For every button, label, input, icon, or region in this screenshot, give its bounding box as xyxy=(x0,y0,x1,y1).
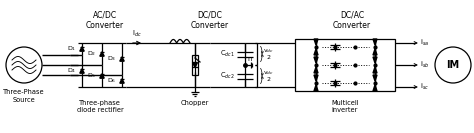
Text: i$_{sa}$: i$_{sa}$ xyxy=(420,38,429,48)
Polygon shape xyxy=(314,85,318,91)
Polygon shape xyxy=(120,79,124,83)
Text: v$_{dc}$
  2: v$_{dc}$ 2 xyxy=(263,70,274,82)
Text: D$_4$: D$_4$ xyxy=(67,66,76,75)
Polygon shape xyxy=(314,57,318,63)
Polygon shape xyxy=(373,39,377,45)
Polygon shape xyxy=(314,67,318,73)
Text: Three-phase
diode rectifier: Three-phase diode rectifier xyxy=(77,100,123,113)
Text: Chopper: Chopper xyxy=(181,100,209,106)
Text: D$_6$: D$_6$ xyxy=(107,77,116,85)
Polygon shape xyxy=(100,74,104,78)
Text: n: n xyxy=(247,56,251,62)
Text: DC/AC
Converter: DC/AC Converter xyxy=(333,11,371,30)
Polygon shape xyxy=(373,75,377,81)
Text: D$_3$: D$_3$ xyxy=(107,55,116,63)
Polygon shape xyxy=(80,69,84,73)
Text: C$_{dc2}$: C$_{dc2}$ xyxy=(220,71,235,81)
Bar xyxy=(295,39,395,91)
Text: C$_{dc1}$: C$_{dc1}$ xyxy=(220,49,235,59)
Polygon shape xyxy=(100,52,104,56)
Text: D$_1$: D$_1$ xyxy=(67,45,76,53)
Polygon shape xyxy=(373,57,377,63)
Polygon shape xyxy=(373,85,377,91)
Text: D$_5$: D$_5$ xyxy=(87,72,96,80)
Polygon shape xyxy=(314,39,318,45)
Text: Three-Phase
Source: Three-Phase Source xyxy=(3,89,45,103)
Text: DC/DC
Converter: DC/DC Converter xyxy=(191,11,229,30)
Text: AC/DC
Converter: AC/DC Converter xyxy=(86,11,124,30)
Polygon shape xyxy=(373,49,377,55)
Polygon shape xyxy=(80,47,84,51)
Polygon shape xyxy=(120,57,124,61)
Text: i$_{sb}$: i$_{sb}$ xyxy=(420,60,429,70)
Text: i$_{sc}$: i$_{sc}$ xyxy=(420,82,429,92)
Text: I$_{dc}$: I$_{dc}$ xyxy=(132,29,142,39)
Text: IM: IM xyxy=(447,60,460,70)
Polygon shape xyxy=(192,63,198,67)
Text: D$_2$: D$_2$ xyxy=(87,50,96,58)
Polygon shape xyxy=(314,75,318,81)
Polygon shape xyxy=(314,49,318,55)
Text: v$_{dc}$
  2: v$_{dc}$ 2 xyxy=(263,48,274,61)
Bar xyxy=(192,55,198,75)
Polygon shape xyxy=(373,67,377,73)
Text: Multicell
inverter: Multicell inverter xyxy=(331,100,359,113)
